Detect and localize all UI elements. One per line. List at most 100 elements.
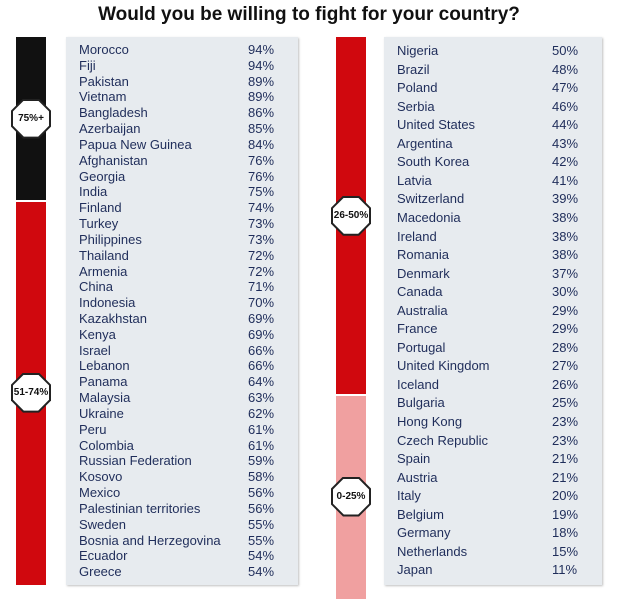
- country-name: Finland: [79, 200, 122, 216]
- country-value: 39%: [552, 191, 579, 207]
- country-value: 41%: [552, 172, 579, 188]
- country-value: 27%: [552, 358, 579, 374]
- country-value: 72%: [248, 263, 275, 279]
- country-name: Bangladesh: [79, 105, 148, 121]
- country-name: Kazakhstan: [79, 311, 147, 326]
- country-value: 48%: [552, 61, 579, 77]
- country-value: 74%: [248, 200, 275, 216]
- country-value: 11%: [552, 562, 578, 578]
- country-value: 63%: [248, 390, 275, 406]
- country-name: Georgia: [79, 168, 126, 184]
- country-value: 69%: [248, 311, 275, 326]
- country-name: Indonesia: [79, 295, 136, 311]
- country-name: Morocco: [79, 42, 129, 57]
- country-value: 42%: [552, 154, 579, 170]
- group-badge: 51-74%: [11, 372, 51, 413]
- country-name: Switzerland: [397, 191, 465, 207]
- country-name: Italy: [397, 488, 421, 504]
- country-value: 44%: [552, 117, 579, 133]
- country-name: Thailand: [79, 247, 129, 263]
- group-badge: 26-50%: [331, 195, 371, 236]
- country-value: 56%: [248, 500, 275, 516]
- chart-title: Would you be willing to fight for your c…: [98, 4, 520, 25]
- country-name: United States: [397, 117, 476, 133]
- country-value: 94%: [248, 42, 275, 57]
- country-value: 70%: [248, 295, 275, 311]
- country-value: 38%: [552, 209, 579, 225]
- country-value: 76%: [248, 168, 275, 184]
- country-value: 61%: [248, 421, 275, 437]
- country-name: Ecuador: [79, 548, 128, 564]
- country-name: Ukraine: [79, 405, 124, 421]
- country-name: Papua New Guinea: [79, 136, 192, 152]
- country-name: Malaysia: [79, 390, 131, 406]
- country-name: China: [79, 279, 113, 295]
- country-value: 56%: [248, 485, 275, 501]
- country-name: India: [79, 184, 108, 200]
- country-name: Australia: [397, 302, 448, 318]
- country-value: 23%: [552, 414, 579, 430]
- country-value: 76%: [248, 152, 275, 168]
- country-value: 66%: [248, 358, 275, 374]
- country-value: 38%: [552, 247, 579, 263]
- country-value: 54%: [248, 564, 275, 580]
- country-name: Netherlands: [397, 543, 468, 559]
- country-name: Portugal: [397, 339, 446, 355]
- group-badge-label: 51-74%: [13, 374, 49, 411]
- country-value: 26%: [552, 376, 579, 392]
- country-table-left: Morocco 94% Fiji 94% Pakistan 89% Vietnam 89% Ba…: [66, 37, 298, 585]
- country-value: 62%: [248, 405, 275, 421]
- country-value: 15%: [552, 543, 579, 559]
- country-name: Israel: [79, 342, 111, 358]
- country-value: 58%: [248, 469, 275, 485]
- country-name: Belgium: [397, 506, 444, 522]
- country-name: Poland: [397, 80, 438, 96]
- country-value: 55%: [248, 532, 275, 548]
- country-name: Brazil: [397, 61, 430, 77]
- country-value: 30%: [552, 284, 579, 300]
- country-value: 86%: [248, 105, 275, 121]
- country-value: 55%: [248, 516, 275, 532]
- group-bars-right: 26-50% 0-25%: [331, 37, 371, 599]
- country-table-right: Nigeria 50% Brazil 48% Poland 47% Serbia 46% Uni…: [384, 37, 602, 585]
- country-name: Pakistan: [79, 73, 129, 89]
- country-name: Iceland: [397, 376, 439, 392]
- country-name: South Korea: [397, 154, 470, 170]
- country-name: Austria: [397, 469, 438, 485]
- country-value: 21%: [552, 469, 579, 485]
- country-value: 43%: [552, 135, 579, 151]
- group-badge-label: 75%+: [13, 100, 49, 137]
- country-name: Lebanon: [79, 358, 130, 374]
- country-name: Colombia: [79, 437, 134, 453]
- group-bars-left: 75%+ 51-74%: [11, 37, 51, 585]
- country-name: Kosovo: [79, 469, 123, 485]
- country-name: Azerbaijan: [79, 121, 141, 137]
- country-name: Kenya: [79, 326, 116, 342]
- country-name: Latvia: [397, 172, 432, 188]
- country-value: 46%: [552, 98, 579, 114]
- country-value: 84%: [248, 136, 275, 152]
- country-value: 71%: [248, 279, 275, 295]
- country-name: Japan: [397, 562, 433, 578]
- country-value: 37%: [552, 265, 579, 281]
- country-value: 69%: [248, 326, 275, 342]
- country-name: Bulgaria: [397, 395, 445, 411]
- country-value: 59%: [248, 453, 275, 469]
- country-value: 23%: [552, 432, 579, 448]
- country-name: Fiji: [79, 57, 96, 73]
- group-badge: 75%+: [11, 98, 51, 139]
- country-value: 75%: [248, 184, 275, 200]
- country-name: Bosnia and Herzegovina: [79, 532, 221, 548]
- country-name: Nigeria: [397, 43, 439, 58]
- country-name: Peru: [79, 421, 107, 437]
- country-value: 21%: [552, 451, 579, 467]
- country-name: Czech Republic: [397, 432, 489, 448]
- country-name: Turkey: [79, 216, 119, 232]
- country-name: Romania: [397, 247, 450, 263]
- country-name: Canada: [397, 284, 443, 300]
- country-value: 64%: [248, 374, 275, 390]
- country-name: Afghanistan: [79, 152, 148, 168]
- country-name: Hong Kong: [397, 414, 463, 430]
- country-value: 85%: [248, 121, 275, 137]
- group-badge: 0-25%: [331, 476, 371, 517]
